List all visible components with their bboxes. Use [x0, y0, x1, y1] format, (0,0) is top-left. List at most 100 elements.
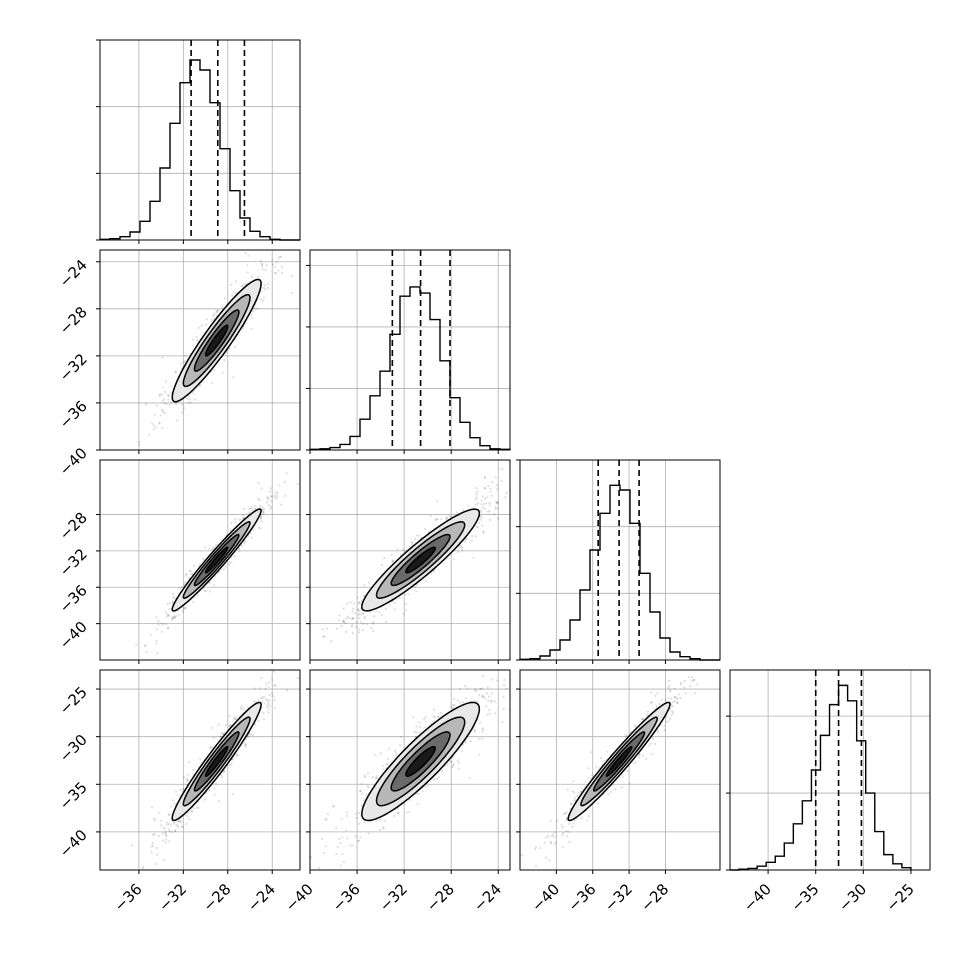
- scatter-point: [503, 684, 506, 687]
- scatter-point: [393, 814, 396, 818]
- scatter-point: [243, 741, 246, 744]
- scatter-point: [127, 873, 129, 875]
- scatter-point: [223, 770, 226, 773]
- scatter-point: [260, 487, 263, 490]
- scatter-point: [194, 398, 197, 401]
- scatter-point: [153, 413, 156, 416]
- scatter-point: [296, 482, 299, 486]
- scatter-point: [260, 516, 263, 520]
- scatter-point: [237, 547, 240, 551]
- scatter-point: [252, 310, 255, 313]
- scatter-point: [340, 817, 343, 821]
- scatter-point: [152, 428, 156, 431]
- scatter-point: [472, 556, 475, 559]
- scatter-point: [487, 699, 490, 702]
- scatter-point: [204, 589, 207, 592]
- panel-frame: [729, 669, 931, 871]
- scatter-point: [167, 840, 170, 843]
- scatter-point: [290, 292, 293, 295]
- scatter-point: [532, 451, 534, 453]
- scatter-point: [453, 698, 456, 701]
- scatter-point: [210, 319, 213, 322]
- scatter-point: [383, 557, 386, 560]
- scatter-point: [224, 723, 227, 727]
- scatter-point: [213, 546, 216, 549]
- scatter-point: [158, 394, 161, 397]
- scatter-point: [179, 362, 182, 365]
- scatter-point: [215, 782, 218, 785]
- scatter-point: [174, 790, 178, 793]
- scatter-point: [171, 616, 174, 619]
- scatter-point: [418, 726, 421, 729]
- scatter-point: [168, 608, 171, 611]
- scatter-point: [249, 733, 252, 736]
- scatter-point: [258, 687, 262, 690]
- scatter-point: [384, 620, 388, 624]
- scatter-point: [560, 446, 562, 448]
- scatter-point: [475, 525, 478, 528]
- scatter-point: [326, 201, 328, 203]
- scatter-point: [407, 592, 410, 595]
- scatter-point: [250, 536, 253, 539]
- scatter-point: [228, 724, 231, 727]
- scatter-point: [261, 508, 264, 511]
- scatter-point: [235, 280, 238, 283]
- scatter-point: [436, 500, 439, 503]
- scatter-point: [502, 695, 505, 698]
- scatter-point: [166, 615, 169, 618]
- scatter-point: [189, 569, 192, 572]
- scatter-point: [177, 820, 180, 823]
- scatter-point: [127, 673, 129, 675]
- scatter-point: [172, 601, 175, 604]
- scatter-point: [184, 574, 188, 577]
- scatter-point: [167, 398, 170, 401]
- scatter-point: [151, 422, 154, 425]
- scatter-point: [403, 613, 406, 616]
- scatter-point: [351, 617, 355, 620]
- scatter-point: [234, 716, 237, 719]
- scatter-point: [230, 763, 233, 766]
- scatter-point: [351, 607, 355, 610]
- scatter-point: [357, 631, 360, 634]
- scatter-point: [382, 768, 385, 771]
- scatter-point: [322, 661, 324, 663]
- scatter-point: [167, 614, 170, 617]
- scatter-point: [142, 865, 145, 868]
- scatter-point: [191, 810, 194, 813]
- scatter-point: [171, 617, 174, 621]
- scatter-point: [296, 636, 298, 638]
- scatter-point: [233, 345, 237, 348]
- scatter-point: [182, 606, 186, 610]
- panel-frame: [519, 459, 721, 661]
- scatter-point: [168, 602, 171, 605]
- scatter-point: [476, 502, 479, 505]
- scatter-point: [305, 234, 307, 236]
- scatter-point: [510, 678, 512, 680]
- scatter-point: [246, 264, 249, 267]
- scatter-point: [344, 621, 347, 624]
- scatter-point: [352, 617, 355, 620]
- scatter-point: [257, 497, 260, 501]
- pair-panel-4-1: [96, 636, 301, 875]
- scatter-point: [176, 824, 179, 827]
- scatter-point: [230, 283, 233, 286]
- scatter-point: [338, 614, 341, 617]
- scatter-point: [221, 371, 224, 374]
- scatter-point: [186, 815, 189, 818]
- scatter-point: [378, 819, 381, 822]
- scatter-point: [155, 639, 158, 642]
- scatter-point: [481, 524, 484, 527]
- scatter-point: [184, 606, 187, 609]
- scatter-point: [395, 754, 398, 757]
- scatter-point: [266, 703, 269, 707]
- scatter-point: [260, 697, 263, 700]
- scatter-point: [233, 555, 236, 558]
- scatter-point: [184, 354, 187, 357]
- scatter-point: [357, 613, 360, 616]
- scatter-point: [474, 498, 477, 501]
- histogram-step: [519, 484, 720, 661]
- scatter-point: [261, 505, 264, 508]
- scatter-point: [221, 306, 224, 309]
- scatter-point: [475, 493, 478, 496]
- scatter-point: [362, 612, 365, 615]
